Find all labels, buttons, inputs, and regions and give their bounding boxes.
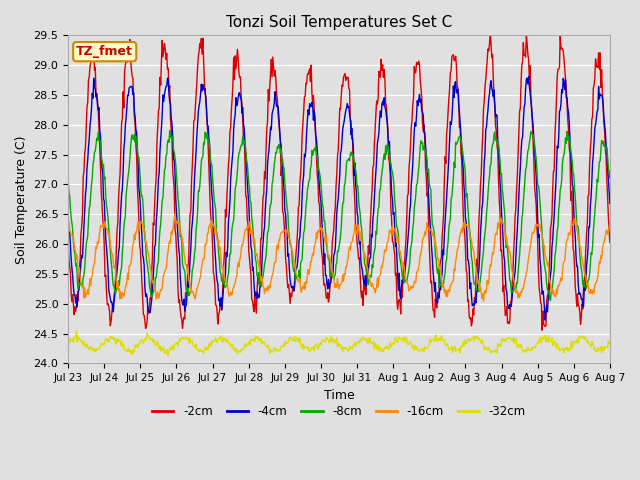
-4cm (525, 74, 532, 80)
-4cm (606, 201, 614, 206)
-2cm (64, 239, 72, 244)
-16cm (332, 281, 339, 287)
-32cm (164, 353, 172, 359)
X-axis label: Time: Time (324, 389, 355, 402)
Line: -2cm: -2cm (68, 32, 610, 330)
-2cm (486, 29, 494, 35)
-32cm (208, 338, 216, 344)
-2cm (207, 207, 214, 213)
-32cm (438, 335, 446, 341)
-16cm (479, 298, 487, 304)
-4cm (207, 166, 214, 172)
-2cm (606, 240, 614, 245)
-32cm (64, 345, 72, 351)
-8cm (207, 160, 215, 166)
-8cm (438, 281, 445, 287)
-32cm (558, 347, 566, 353)
-16cm (184, 271, 191, 276)
-2cm (436, 258, 444, 264)
-8cm (547, 298, 554, 303)
-16cm (438, 273, 445, 279)
-2cm (183, 290, 191, 296)
-4cm (436, 287, 444, 293)
-4cm (558, 87, 566, 93)
Text: TZ_fmet: TZ_fmet (76, 45, 133, 58)
-2cm (538, 327, 546, 333)
-8cm (558, 177, 566, 182)
-4cm (331, 251, 339, 256)
Title: Tonzi Soil Temperatures Set C: Tonzi Soil Temperatures Set C (226, 15, 452, 30)
-16cm (384, 239, 392, 244)
-16cm (207, 226, 215, 231)
-4cm (183, 292, 191, 298)
Line: -16cm: -16cm (68, 214, 610, 301)
-32cm (185, 335, 193, 341)
-2cm (331, 213, 339, 218)
-8cm (606, 175, 614, 181)
Line: -8cm: -8cm (68, 131, 610, 300)
-8cm (64, 176, 72, 182)
-8cm (332, 272, 339, 278)
-32cm (606, 339, 614, 345)
-2cm (558, 45, 566, 51)
-32cm (332, 340, 340, 346)
-16cm (64, 220, 72, 226)
-8cm (184, 285, 191, 291)
-4cm (64, 215, 72, 220)
-32cm (72, 328, 80, 334)
-4cm (541, 317, 549, 323)
Line: -32cm: -32cm (68, 331, 610, 356)
-8cm (384, 142, 392, 148)
-32cm (385, 347, 392, 352)
Y-axis label: Soil Temperature (C): Soil Temperature (C) (15, 135, 28, 264)
-2cm (383, 117, 391, 123)
-16cm (606, 222, 614, 228)
-4cm (383, 119, 391, 125)
-8cm (166, 128, 173, 133)
-16cm (558, 278, 566, 284)
Line: -4cm: -4cm (68, 77, 610, 320)
Legend: -2cm, -4cm, -8cm, -16cm, -32cm: -2cm, -4cm, -8cm, -16cm, -32cm (147, 401, 531, 423)
-16cm (171, 211, 179, 217)
